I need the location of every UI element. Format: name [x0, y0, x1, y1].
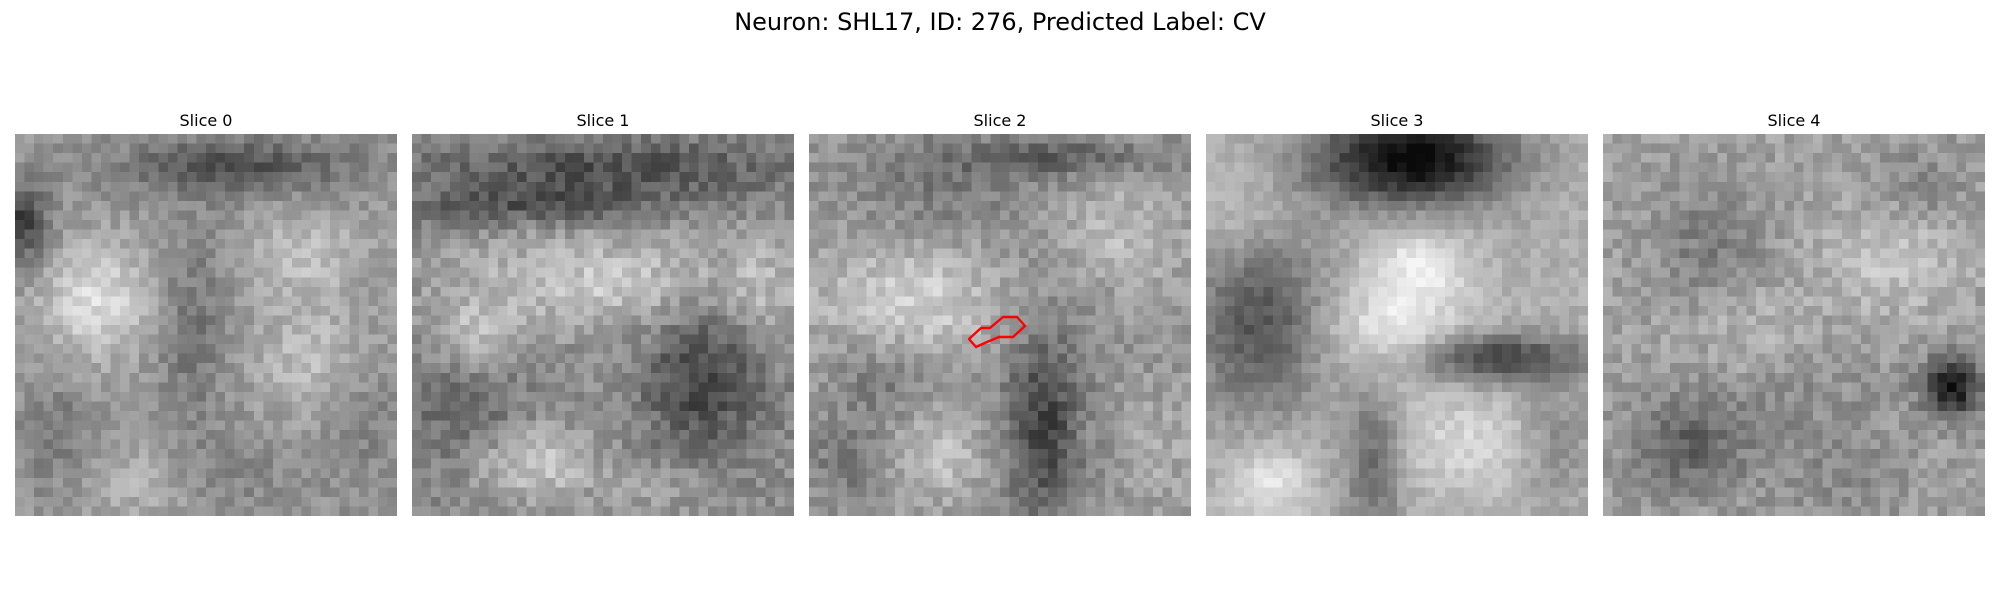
slice-title-3: Slice 3 [1370, 111, 1424, 130]
slice-image-3 [1206, 134, 1588, 516]
slice-image-2 [809, 134, 1191, 516]
slice-title-1: Slice 1 [576, 111, 630, 130]
slice-title-0: Slice 0 [179, 111, 233, 130]
slice-title-2: Slice 2 [973, 111, 1027, 130]
slice-title-4: Slice 4 [1767, 111, 1821, 130]
slice-panel-4: Slice 4 [1603, 108, 1985, 516]
slice-panel-1: Slice 1 [412, 108, 794, 516]
slice-panel-3: Slice 3 [1206, 108, 1588, 516]
slice-panel-0: Slice 0 [15, 108, 397, 516]
slice-image-4 [1603, 134, 1985, 516]
slice-panel-2: Slice 2 [809, 108, 1191, 516]
figure-title: Neuron: SHL17, ID: 276, Predicted Label:… [734, 8, 1266, 36]
slice-image-0 [15, 134, 397, 516]
slice-image-1 [412, 134, 794, 516]
